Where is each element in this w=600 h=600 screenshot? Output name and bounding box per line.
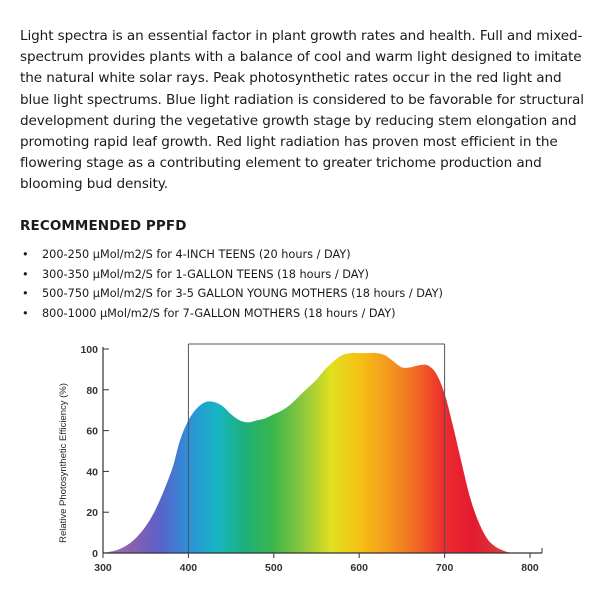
y-tick-label: 60: [86, 426, 98, 438]
chart-svg: 300 400 500 600 700 800 0 20 40 60 80 100 Relative P…: [58, 343, 543, 574]
y-axis-title: Relative Photosynthetic Efficiency (%): [58, 383, 69, 543]
intro-paragraph: Light spectra is an essential factor in …: [20, 28, 584, 193]
x-tick-label: 600: [350, 562, 368, 574]
x-tick-label: 700: [436, 562, 454, 574]
ppfd-item-teens-4inch: 200-250 μMol/m2/S for 4-INCH TEENS (20 h…: [20, 245, 580, 265]
spectrum-area: [103, 352, 522, 553]
y-tick-label: 40: [86, 466, 98, 478]
photosynthetic-efficiency-chart: 300 400 500 600 700 800 0 20 40 60 80 100 Relative P…: [0, 330, 600, 600]
x-tick-label: 300: [94, 562, 112, 574]
y-tick-label: 0: [92, 548, 98, 560]
y-tick-label: 100: [80, 344, 98, 356]
recommended-ppfd-heading: RECOMMENDED PPFD: [20, 218, 187, 234]
ppfd-item-mothers: 800-1000 μMol/m2/S for 7-GALLON MOTHERS …: [20, 304, 580, 324]
y-tick-label: 80: [86, 385, 98, 397]
ppfd-list: 200-250 μMol/m2/S for 4-INCH TEENS (20 h…: [20, 245, 580, 323]
x-tick-label: 400: [180, 562, 198, 574]
ppfd-item-young-mothers: 500-750 μMol/m2/S for 3-5 GALLON YOUNG M…: [20, 284, 580, 304]
ppfd-item-teens-1gallon: 300-350 μMol/m2/S for 1-GALLON TEENS (18…: [20, 265, 580, 285]
x-tick-label: 500: [265, 562, 283, 574]
y-tick-label: 20: [86, 507, 98, 519]
x-tick-label: 800: [521, 562, 539, 574]
